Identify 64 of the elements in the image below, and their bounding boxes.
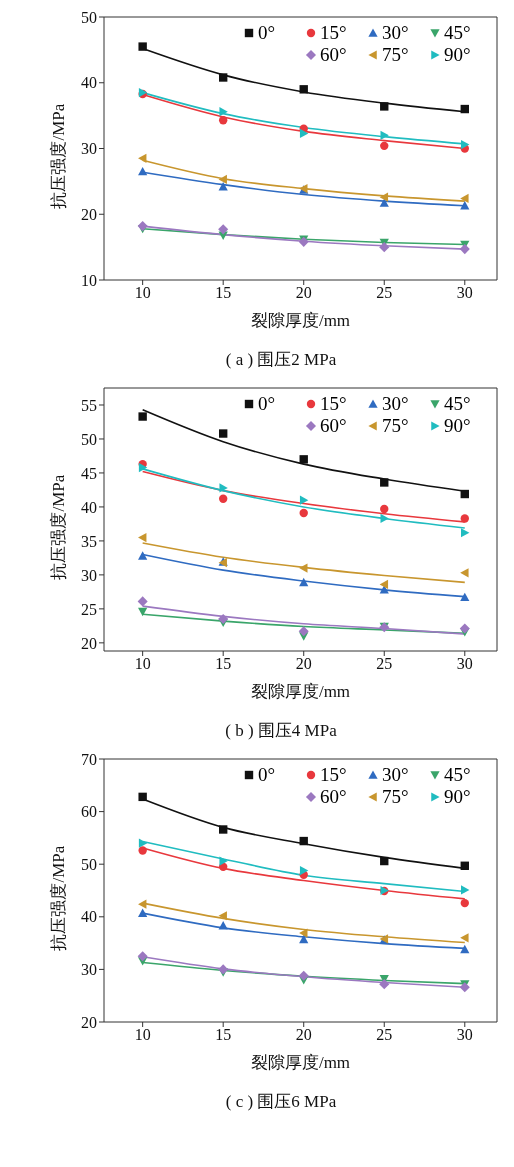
y-tick-label: 50 [81, 430, 97, 448]
text: ( c ) 围压6 MPa [224, 1091, 338, 1113]
y-axis-title: 抗压强度/MPa [49, 845, 69, 951]
y-tick-label: 70 [81, 750, 97, 768]
legend-label: 60° [320, 44, 347, 66]
legend-label: 60° [320, 786, 347, 808]
x-axis-title: 裂隙厚度/mm [250, 311, 351, 331]
y-tick-label: 40 [81, 498, 97, 516]
x-tick-label: 25 [376, 284, 393, 302]
y-tick-label: 55 [81, 396, 97, 414]
y-tick-label: 60 [81, 803, 97, 821]
legend-label: 60° [320, 415, 347, 437]
x-tick-label: 15 [215, 284, 232, 302]
x-tick-label: 10 [134, 1026, 151, 1044]
legend-label: 15° [320, 22, 347, 44]
legend-label: 0° [258, 393, 276, 415]
y-tick-label: 30 [81, 961, 97, 979]
y-tick-label: 20 [81, 205, 97, 223]
y-tick-label: 10 [81, 271, 97, 289]
legend-label: 75° [382, 44, 409, 66]
x-tick-label: 25 [376, 655, 393, 673]
legend-label: 30° [382, 22, 409, 44]
x-tick-label: 20 [295, 655, 312, 673]
y-tick-label: 50 [81, 8, 97, 26]
y-tick-label: 35 [81, 532, 97, 550]
x-tick-label: 25 [376, 1026, 393, 1044]
y-tick-label: 20 [81, 634, 97, 652]
x-tick-label: 10 [134, 284, 151, 302]
y-axis-title: 抗压强度/MPa [49, 474, 69, 580]
y-tick-label: 20 [81, 1013, 97, 1031]
x-axis-title: 裂隙厚度/mm [250, 1053, 351, 1073]
x-axis-title: 裂隙厚度/mm [250, 682, 351, 702]
x-tick-label: 20 [295, 1026, 312, 1044]
legend-label: 45° [444, 393, 471, 415]
legend-label: 45° [444, 764, 471, 786]
legend-label: 30° [382, 393, 409, 415]
legend-label: 15° [320, 393, 347, 415]
legend-label: 0° [258, 764, 276, 786]
legend-label: 15° [320, 764, 347, 786]
x-tick-label: 30 [456, 655, 473, 673]
x-tick-label: 15 [215, 655, 232, 673]
legend-label: 90° [444, 415, 471, 437]
y-tick-label: 30 [81, 140, 97, 158]
x-tick-label: 15 [215, 1026, 232, 1044]
text: ( a ) 围压2 MPa [224, 349, 338, 371]
y-tick-label: 45 [81, 464, 97, 482]
y-axis-title: 抗压强度/MPa [49, 103, 69, 209]
x-tick-label: 30 [456, 1026, 473, 1044]
x-tick-label: 20 [295, 284, 312, 302]
legend-label: 90° [444, 44, 471, 66]
y-tick-label: 50 [81, 855, 97, 873]
legend-label: 45° [444, 22, 471, 44]
y-tick-label: 25 [81, 600, 97, 618]
legend-label: 75° [382, 415, 409, 437]
x-tick-label: 30 [456, 284, 473, 302]
y-tick-label: 40 [81, 74, 97, 92]
legend-label: 0° [258, 22, 276, 44]
y-tick-label: 40 [81, 908, 97, 926]
legend-label: 90° [444, 786, 471, 808]
text: ( b ) 围压4 MPa [224, 720, 338, 742]
x-tick-label: 10 [134, 655, 151, 673]
y-tick-label: 30 [81, 566, 97, 584]
legend-label: 30° [382, 764, 409, 786]
legend-label: 75° [382, 786, 409, 808]
